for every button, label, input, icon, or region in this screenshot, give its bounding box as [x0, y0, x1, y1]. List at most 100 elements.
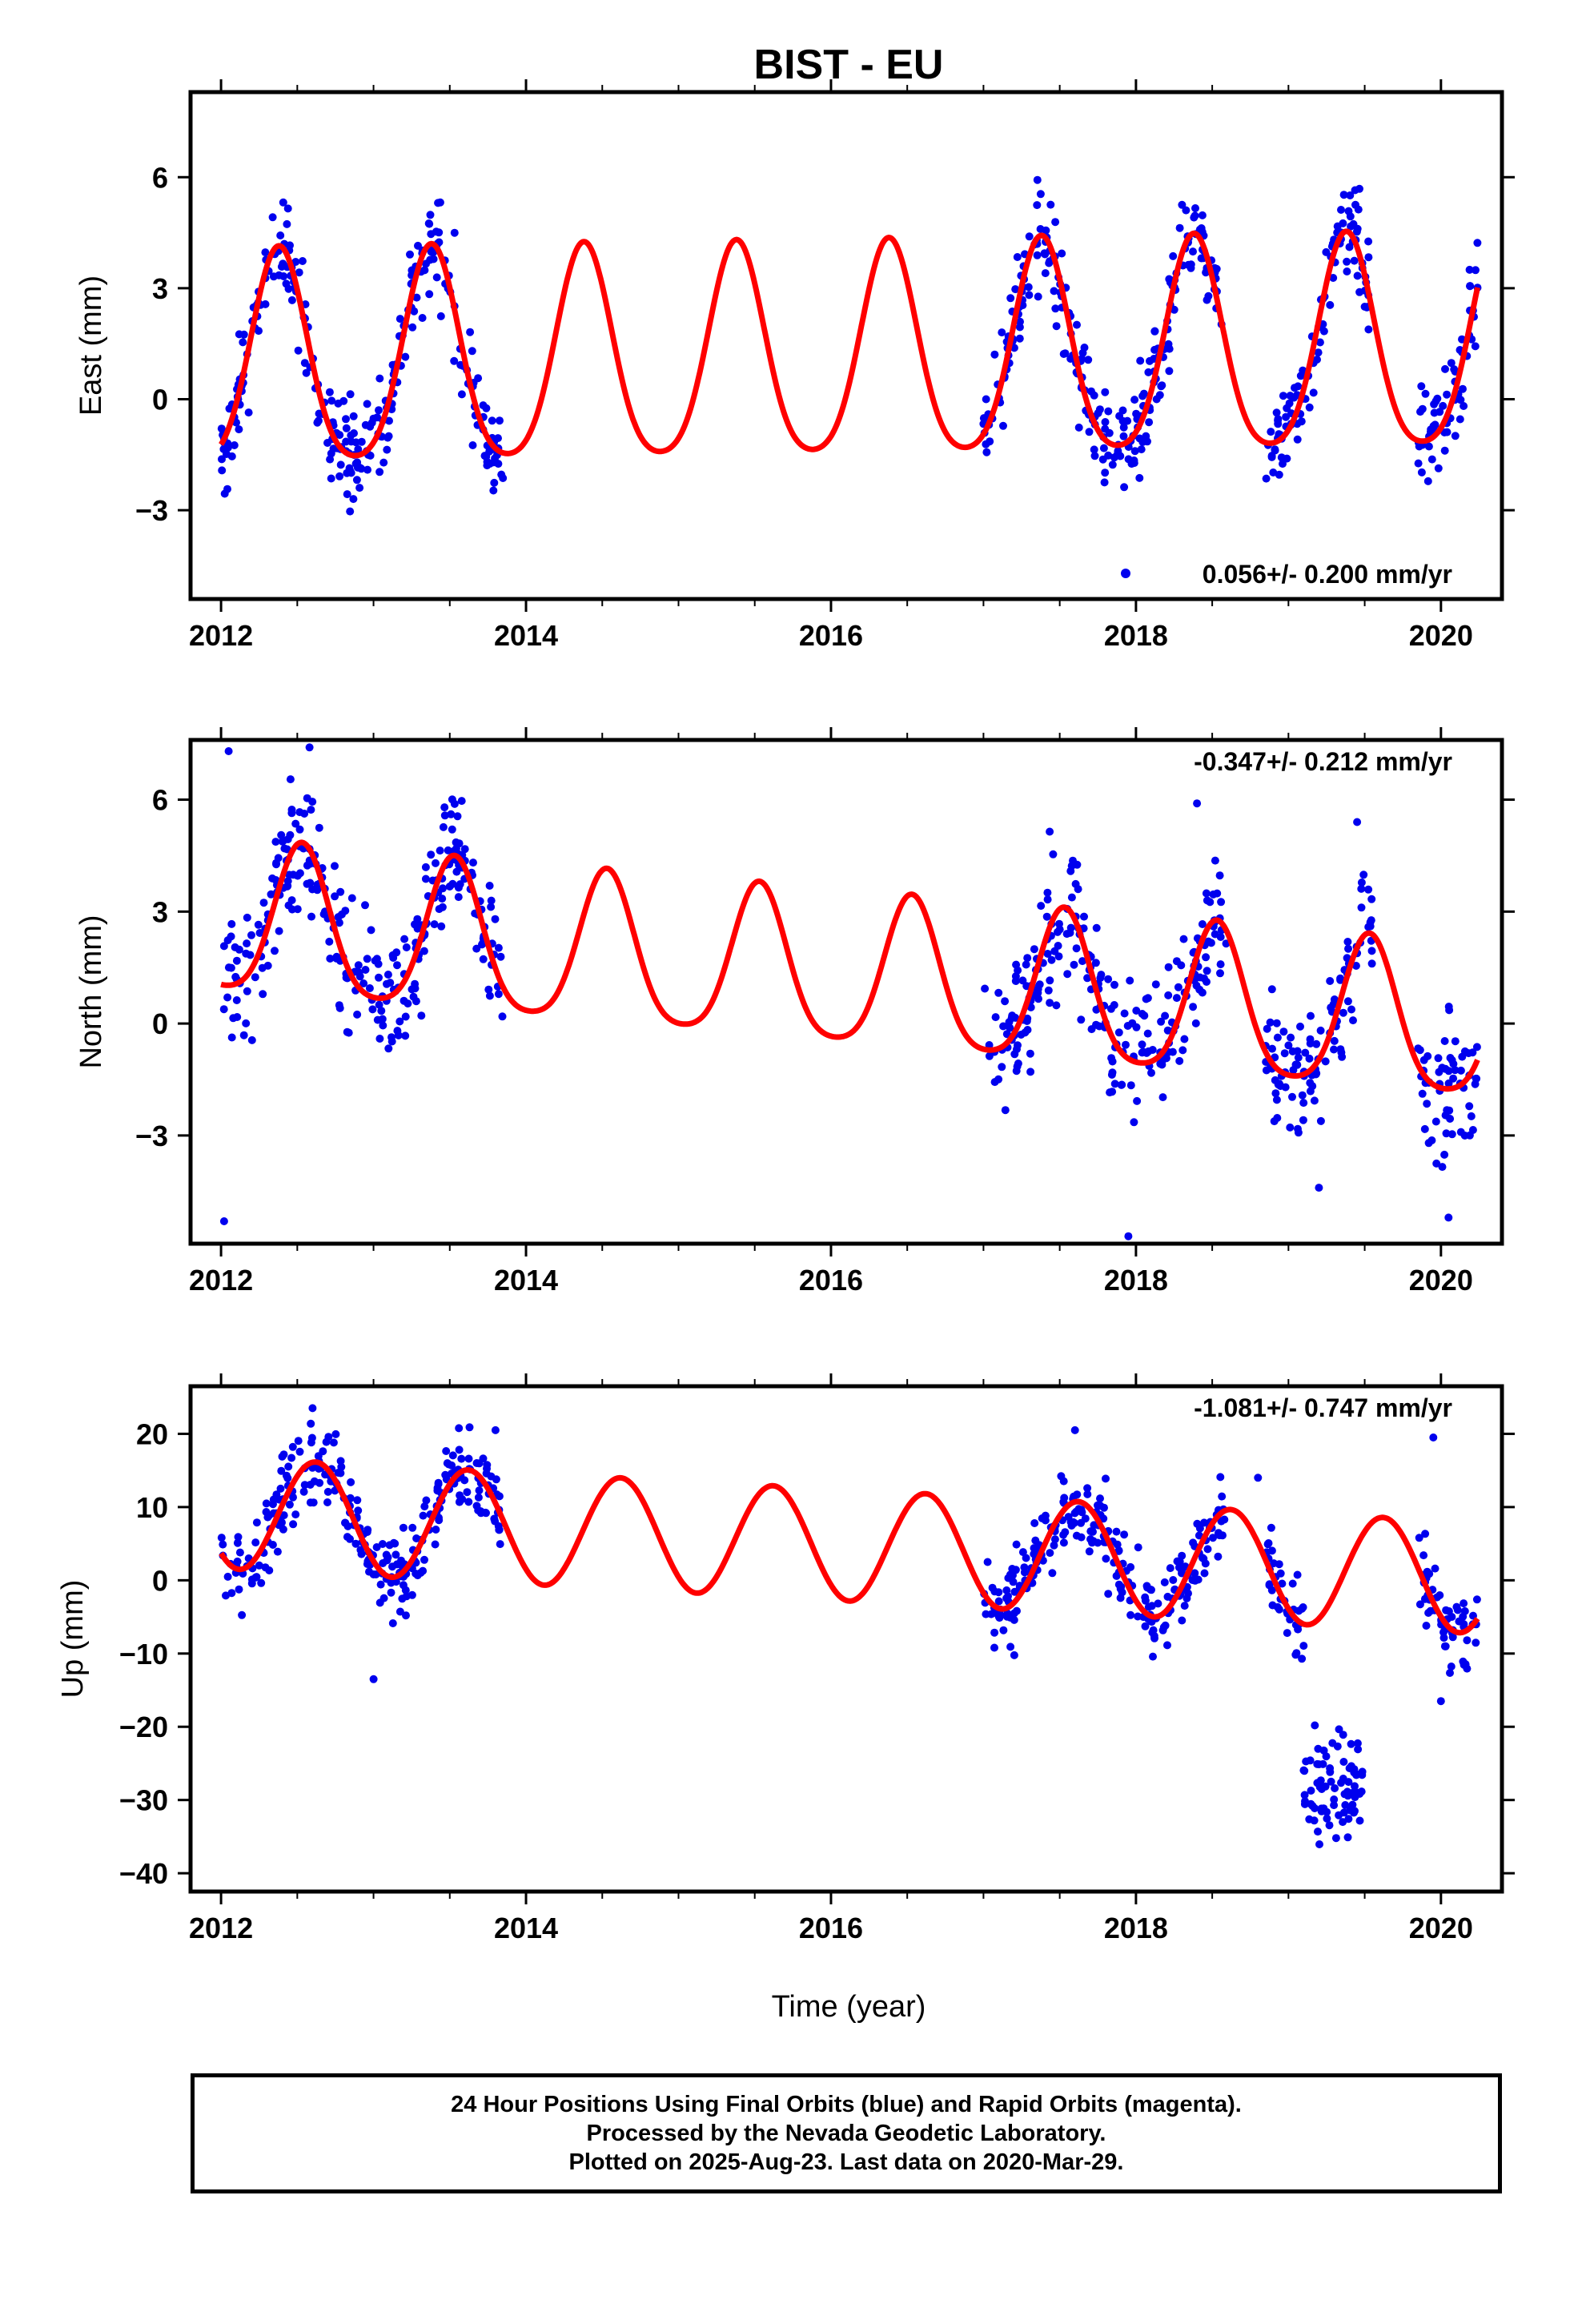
data-point — [230, 441, 239, 449]
data-point — [331, 862, 339, 870]
data-point — [366, 451, 375, 460]
data-point — [1315, 1184, 1323, 1192]
data-point — [1026, 1049, 1034, 1058]
data-point — [1073, 320, 1081, 329]
data-point — [1415, 442, 1423, 451]
data-point — [438, 895, 447, 903]
data-point — [1163, 1026, 1172, 1035]
data-point — [251, 1538, 260, 1547]
data-point — [1446, 1115, 1455, 1123]
data-point — [1421, 1530, 1430, 1538]
model-curve — [219, 1459, 1480, 1636]
data-point — [1449, 1074, 1458, 1083]
data-point — [1046, 200, 1055, 209]
data-point — [219, 1005, 228, 1014]
data-point — [1439, 1628, 1447, 1637]
data-point — [1451, 1037, 1460, 1046]
data-point — [424, 219, 433, 227]
data-point — [430, 920, 439, 929]
data-point — [1145, 418, 1154, 427]
data-point — [233, 1538, 242, 1547]
data-point — [492, 1475, 500, 1484]
data-point — [384, 1044, 393, 1053]
data-point — [1350, 1808, 1358, 1817]
data-point — [219, 942, 228, 951]
data-point — [1439, 401, 1447, 410]
data-point — [1004, 1592, 1012, 1601]
data-point — [1198, 988, 1207, 997]
data-point — [1272, 408, 1281, 417]
data-point — [1151, 980, 1160, 989]
data-point — [1043, 888, 1052, 897]
data-point — [1308, 1802, 1317, 1810]
model-curve — [219, 228, 1480, 459]
data-point — [284, 284, 293, 293]
x-tick-label: 2018 — [1104, 1912, 1168, 1944]
data-point — [1117, 1080, 1126, 1089]
data-point — [414, 241, 422, 250]
data-point — [1001, 997, 1010, 1006]
data-point — [1104, 975, 1113, 983]
data-point — [1351, 1782, 1359, 1791]
plot-frame — [188, 738, 1504, 1246]
data-point — [1104, 451, 1113, 460]
data-point — [990, 1587, 999, 1596]
data-point — [1180, 1602, 1189, 1610]
data-point — [1204, 292, 1213, 300]
data-points — [219, 743, 1481, 1240]
data-point — [291, 1510, 300, 1519]
data-point — [483, 1461, 492, 1470]
data-point — [422, 259, 430, 268]
y-tick-label: −30 — [119, 1784, 168, 1817]
data-point — [1452, 1602, 1461, 1611]
data-point — [371, 1570, 380, 1578]
data-point — [444, 1460, 453, 1469]
data-point — [1200, 1518, 1208, 1527]
data-point — [1298, 1604, 1307, 1613]
data-point — [1026, 1068, 1035, 1076]
data-point — [1302, 1757, 1311, 1766]
data-point — [1284, 1041, 1293, 1050]
data-point — [1002, 1030, 1011, 1039]
data-point — [1094, 1538, 1102, 1547]
data-point — [432, 273, 441, 282]
data-point — [295, 825, 304, 834]
data-point — [1178, 1046, 1187, 1055]
data-point — [218, 466, 227, 475]
data-point — [1298, 1091, 1307, 1100]
data-point — [1440, 446, 1449, 455]
data-point — [1279, 1027, 1288, 1036]
data-point — [1344, 1778, 1353, 1787]
data-point — [1043, 895, 1052, 904]
data-point — [427, 850, 436, 859]
data-point — [1263, 1024, 1271, 1033]
data-point — [1272, 1096, 1281, 1104]
data-point — [1036, 190, 1045, 199]
data-point — [1311, 1070, 1320, 1079]
data-point — [391, 1539, 400, 1548]
data-point — [1300, 1791, 1309, 1799]
data-point — [227, 1033, 236, 1042]
data-point — [1123, 416, 1132, 425]
panel-3: 2012 2014 2016 2018 2020 −40 −30 −20 −10 0 10 20 Up … — [56, 1373, 1515, 1944]
data-point — [399, 1523, 408, 1532]
data-point — [498, 1012, 507, 1021]
plot-frame — [188, 90, 1504, 601]
data-point — [450, 228, 459, 237]
data-point — [268, 213, 277, 222]
data-point — [1043, 950, 1052, 958]
data-point — [1052, 1001, 1061, 1010]
data-point — [994, 1075, 1003, 1084]
data-point — [1114, 1028, 1123, 1037]
data-point — [1367, 916, 1375, 925]
data-point — [438, 903, 447, 911]
data-point — [305, 743, 314, 752]
data-point — [1367, 947, 1376, 955]
data-point — [287, 809, 296, 818]
data-point — [251, 973, 259, 982]
data-point — [295, 1447, 304, 1456]
data-point — [288, 1442, 297, 1451]
data-point — [1314, 1827, 1322, 1836]
data-point — [1306, 1035, 1315, 1043]
data-point — [1281, 1083, 1290, 1092]
